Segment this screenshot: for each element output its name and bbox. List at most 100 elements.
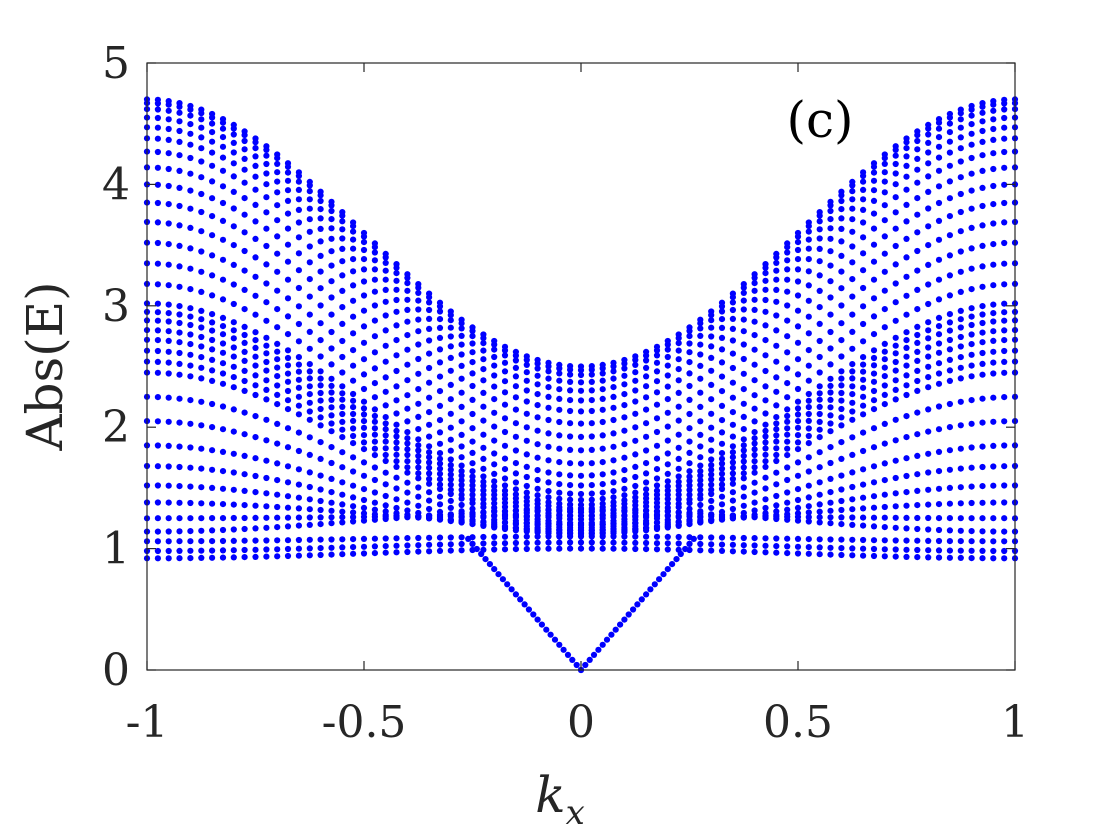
data-point xyxy=(295,376,302,383)
data-point xyxy=(534,365,541,372)
data-point xyxy=(773,535,780,542)
data-point xyxy=(957,116,964,123)
data-point xyxy=(501,401,509,408)
data-point xyxy=(230,149,237,156)
data-point xyxy=(794,323,802,330)
data-point xyxy=(241,137,248,145)
data-point xyxy=(718,485,726,493)
data-point xyxy=(588,512,595,519)
data-point xyxy=(306,196,313,203)
data-point xyxy=(968,547,975,554)
data-point xyxy=(979,202,986,210)
data-point xyxy=(849,361,856,368)
data-point xyxy=(480,417,487,424)
data-point xyxy=(263,181,270,188)
data-point xyxy=(708,476,715,483)
data-point xyxy=(209,538,216,545)
data-point xyxy=(903,382,910,389)
data-point xyxy=(360,439,368,446)
data-point xyxy=(328,207,335,215)
data-point xyxy=(350,518,357,525)
data-point xyxy=(740,548,747,555)
data-point xyxy=(1001,347,1008,355)
data-point xyxy=(534,476,541,484)
data-point xyxy=(751,458,758,465)
data-point xyxy=(154,124,161,131)
data-point xyxy=(404,479,411,486)
data-point xyxy=(426,464,433,471)
data-point xyxy=(534,391,541,398)
data-point xyxy=(708,396,715,403)
data-point xyxy=(360,398,368,405)
data-point xyxy=(154,337,161,344)
data-point xyxy=(740,442,747,449)
data-point xyxy=(567,512,574,519)
data-point xyxy=(718,346,726,353)
data-point xyxy=(599,641,606,648)
data-point xyxy=(371,249,378,256)
data-point xyxy=(838,439,845,446)
data-point xyxy=(773,515,780,523)
data-point xyxy=(708,354,715,361)
data-point xyxy=(860,267,867,274)
data-point xyxy=(805,282,812,289)
data-point xyxy=(935,526,943,534)
data-point xyxy=(968,286,975,293)
data-point xyxy=(393,451,400,458)
data-point xyxy=(990,418,997,425)
data-point xyxy=(708,410,715,417)
data-point xyxy=(198,445,205,452)
data-point xyxy=(729,489,737,496)
data-point xyxy=(154,114,161,122)
data-point xyxy=(545,430,552,437)
data-point xyxy=(599,506,606,513)
data-point xyxy=(556,512,563,519)
data-point xyxy=(252,186,259,193)
data-point xyxy=(838,389,845,397)
data-point xyxy=(599,377,606,384)
data-point xyxy=(317,422,324,429)
data-point xyxy=(881,364,888,371)
band-series xyxy=(143,280,1019,498)
data-point xyxy=(577,367,585,374)
data-point xyxy=(328,389,335,396)
data-point xyxy=(784,431,791,438)
data-point xyxy=(892,152,899,159)
data-point xyxy=(252,344,259,351)
data-point xyxy=(187,245,194,252)
data-point xyxy=(263,225,270,232)
data-point xyxy=(512,533,520,540)
data-point xyxy=(729,364,737,372)
data-point xyxy=(382,438,389,445)
data-point xyxy=(219,154,227,161)
data-point xyxy=(827,382,834,389)
x-tick-label: -1 xyxy=(126,697,169,748)
data-point xyxy=(295,172,302,180)
data-point xyxy=(284,479,292,486)
data-point xyxy=(523,361,530,368)
data-point xyxy=(1001,515,1008,522)
data-point xyxy=(458,540,465,548)
data-point xyxy=(892,334,899,341)
data-point xyxy=(664,513,671,520)
data-point xyxy=(426,480,433,487)
data-point xyxy=(230,353,237,360)
data-point xyxy=(534,467,541,474)
data-point xyxy=(523,398,530,405)
data-point xyxy=(773,267,780,274)
data-point xyxy=(512,546,520,553)
data-point xyxy=(447,490,454,498)
data-point xyxy=(708,511,715,518)
data-point xyxy=(187,547,194,554)
data-point xyxy=(849,345,856,352)
data-point xyxy=(230,363,237,370)
data-point xyxy=(176,360,183,367)
data-point xyxy=(556,545,563,552)
data-point xyxy=(263,160,270,168)
data-point xyxy=(491,353,498,361)
x-axis-label-main: k xyxy=(535,766,565,824)
data-point xyxy=(675,540,682,547)
data-point xyxy=(621,512,628,520)
data-point xyxy=(306,188,313,195)
data-point xyxy=(545,363,552,370)
